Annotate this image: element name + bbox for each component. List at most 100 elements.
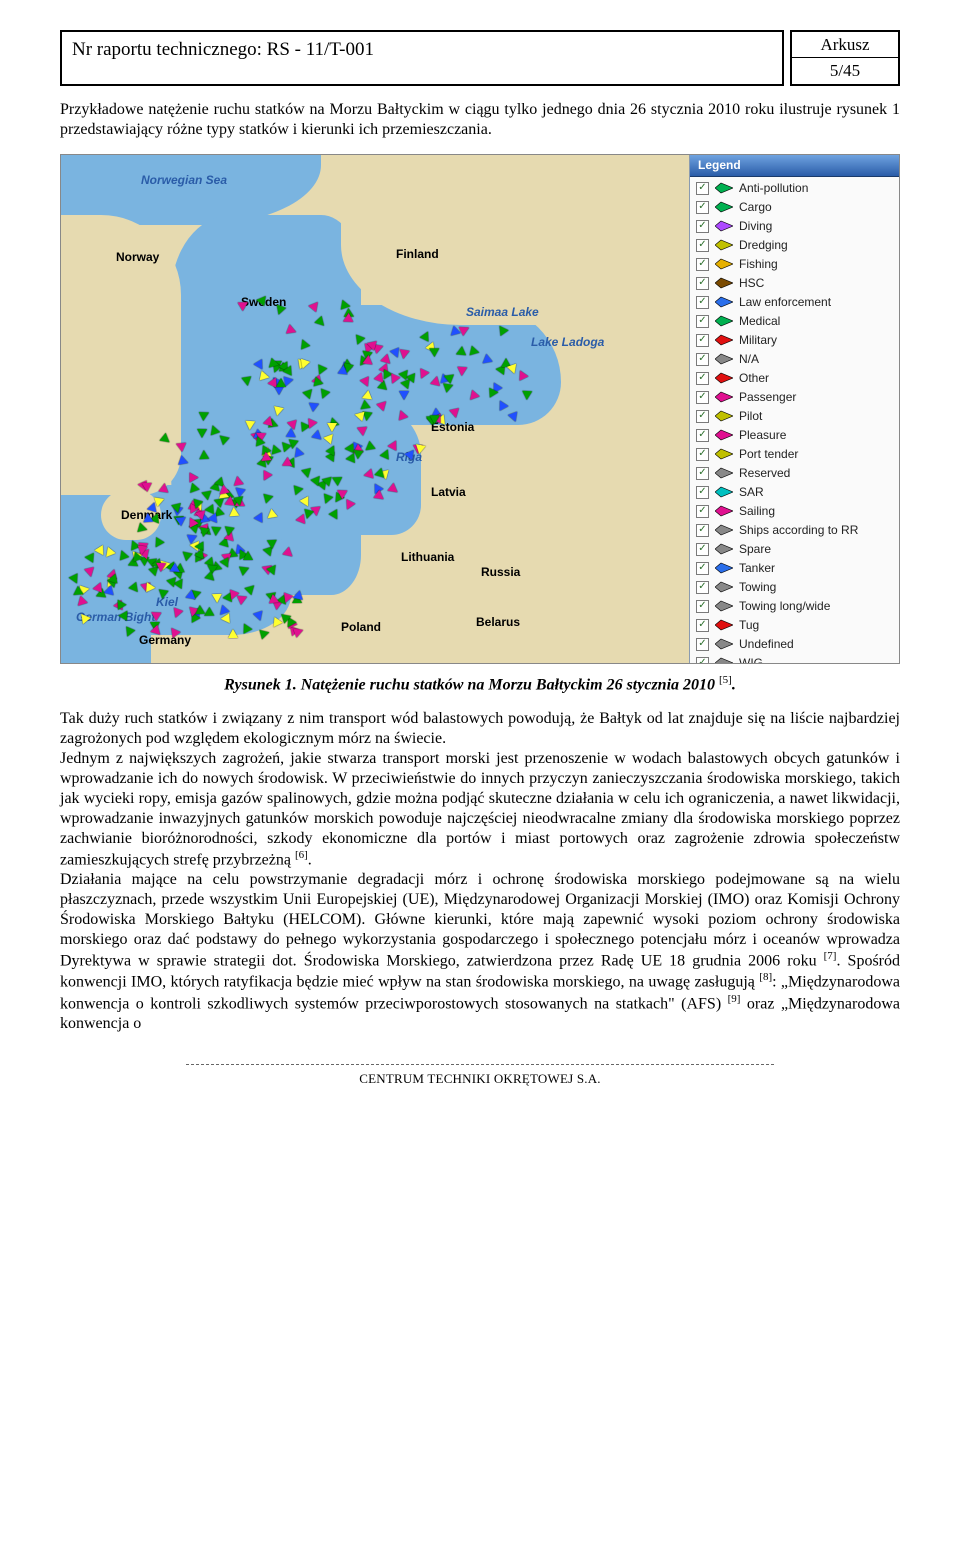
checkbox-icon[interactable]: ✓ — [696, 562, 709, 575]
checkbox-icon[interactable]: ✓ — [696, 657, 709, 663]
legend-item[interactable]: ✓Anti-pollution — [690, 179, 899, 198]
legend-swatch-icon — [715, 581, 733, 593]
ship-icon[interactable] — [243, 551, 253, 560]
legend-item[interactable]: ✓SAR — [690, 483, 899, 502]
checkbox-icon[interactable]: ✓ — [696, 315, 709, 328]
ship-icon[interactable] — [276, 378, 286, 387]
ship-icon[interactable] — [522, 391, 532, 401]
ship-icon[interactable] — [232, 475, 243, 486]
checkbox-icon[interactable]: ✓ — [696, 296, 709, 309]
ship-icon[interactable] — [457, 367, 468, 377]
ship-icon[interactable] — [142, 513, 153, 523]
checkbox-icon[interactable]: ✓ — [696, 201, 709, 214]
ship-icon[interactable] — [158, 482, 169, 492]
ship-icon[interactable] — [293, 484, 304, 495]
caption-ref: [5] — [719, 674, 732, 686]
checkbox-icon[interactable]: ✓ — [696, 429, 709, 442]
legend-item[interactable]: ✓Military — [690, 331, 899, 350]
checkbox-icon[interactable]: ✓ — [696, 182, 709, 195]
legend-item[interactable]: ✓Pilot — [690, 407, 899, 426]
legend-item[interactable]: ✓Towing long/wide — [690, 597, 899, 616]
legend-item[interactable]: ✓Dredging — [690, 236, 899, 255]
checkbox-icon[interactable]: ✓ — [696, 581, 709, 594]
ship-icon[interactable] — [267, 539, 277, 549]
checkbox-icon[interactable]: ✓ — [696, 448, 709, 461]
legend-swatch-icon — [715, 201, 733, 213]
ship-icon[interactable] — [141, 483, 151, 492]
checkbox-icon[interactable]: ✓ — [696, 334, 709, 347]
checkbox-icon[interactable]: ✓ — [696, 543, 709, 556]
legend-item[interactable]: ✓WIG — [690, 654, 899, 663]
ship-icon[interactable] — [155, 563, 165, 573]
ship-icon[interactable] — [211, 526, 222, 536]
legend-item[interactable]: ✓Medical — [690, 312, 899, 331]
legend-item[interactable]: ✓Law enforcement — [690, 293, 899, 312]
ship-icon[interactable] — [199, 449, 209, 459]
report-number: Nr raportu technicznego: RS - 11/T-001 — [60, 30, 784, 86]
checkbox-icon[interactable]: ✓ — [696, 638, 709, 651]
ship-icon[interactable] — [272, 406, 284, 417]
checkbox-icon[interactable]: ✓ — [696, 391, 709, 404]
ship-icon[interactable] — [136, 545, 147, 555]
ref-8: [8] — [759, 971, 772, 983]
ship-icon[interactable] — [313, 376, 324, 388]
ship-icon[interactable] — [106, 574, 117, 586]
ship-icon[interactable] — [489, 387, 499, 397]
checkbox-icon[interactable]: ✓ — [696, 600, 709, 613]
ship-icon[interactable] — [233, 496, 244, 507]
ship-icon[interactable] — [207, 513, 217, 524]
checkbox-icon[interactable]: ✓ — [696, 372, 709, 385]
legend-item[interactable]: ✓HSC — [690, 274, 899, 293]
checkbox-icon[interactable]: ✓ — [696, 524, 709, 537]
ship-icon[interactable] — [189, 472, 198, 482]
ship-icon[interactable] — [286, 428, 296, 438]
legend-label: Pleasure — [739, 428, 786, 443]
ship-icon[interactable] — [228, 507, 239, 517]
ship-icon[interactable] — [212, 594, 222, 603]
ship-icon[interactable] — [84, 552, 94, 563]
checkbox-icon[interactable]: ✓ — [696, 467, 709, 480]
ship-icon[interactable] — [342, 363, 354, 374]
ship-icon[interactable] — [244, 420, 255, 430]
map-label: Russia — [481, 565, 520, 580]
legend-item[interactable]: ✓Diving — [690, 217, 899, 236]
checkbox-icon[interactable]: ✓ — [696, 277, 709, 290]
legend-item[interactable]: ✓Reserved — [690, 464, 899, 483]
ship-icon[interactable] — [146, 582, 156, 593]
legend-item[interactable]: ✓Spare — [690, 540, 899, 559]
ship-icon[interactable] — [362, 355, 373, 365]
legend-item[interactable]: ✓N/A — [690, 350, 899, 369]
legend-item[interactable]: ✓Sailing — [690, 502, 899, 521]
checkbox-icon[interactable]: ✓ — [696, 505, 709, 518]
legend-item[interactable]: ✓Towing — [690, 578, 899, 597]
legend-item[interactable]: ✓Tug — [690, 616, 899, 635]
ship-icon[interactable] — [197, 429, 207, 438]
legend-item[interactable]: ✓Undefined — [690, 635, 899, 654]
ship-icon[interactable] — [399, 391, 409, 400]
map-area[interactable]: Norwegian SeaNorwaySwedenFinlandSaimaa L… — [61, 155, 689, 663]
checkbox-icon[interactable]: ✓ — [696, 258, 709, 271]
ship-icon[interactable] — [228, 629, 238, 638]
checkbox-icon[interactable]: ✓ — [696, 619, 709, 632]
legend-item[interactable]: ✓Tanker — [690, 559, 899, 578]
ship-icon[interactable] — [224, 526, 235, 536]
checkbox-icon[interactable]: ✓ — [696, 220, 709, 233]
ship-icon[interactable] — [293, 625, 305, 637]
caption-period: . — [732, 676, 736, 693]
checkbox-icon[interactable]: ✓ — [696, 486, 709, 499]
legend-item[interactable]: ✓ Pleasure — [690, 426, 899, 445]
legend-item[interactable]: ✓Cargo — [690, 198, 899, 217]
legend-item[interactable]: ✓Other — [690, 369, 899, 388]
checkbox-icon[interactable]: ✓ — [696, 239, 709, 252]
ship-icon[interactable] — [260, 627, 271, 639]
ship-icon[interactable] — [242, 376, 253, 386]
ship-icon[interactable] — [295, 514, 305, 525]
legend-item[interactable]: ✓Passenger — [690, 388, 899, 407]
ship-icon[interactable] — [430, 375, 442, 386]
checkbox-icon[interactable]: ✓ — [696, 353, 709, 366]
checkbox-icon[interactable]: ✓ — [696, 410, 709, 423]
legend-item[interactable]: ✓Fishing — [690, 255, 899, 274]
ship-icon[interactable] — [195, 604, 205, 614]
legend-item[interactable]: ✓Port tender — [690, 445, 899, 464]
legend-item[interactable]: ✓Ships according to RR — [690, 521, 899, 540]
